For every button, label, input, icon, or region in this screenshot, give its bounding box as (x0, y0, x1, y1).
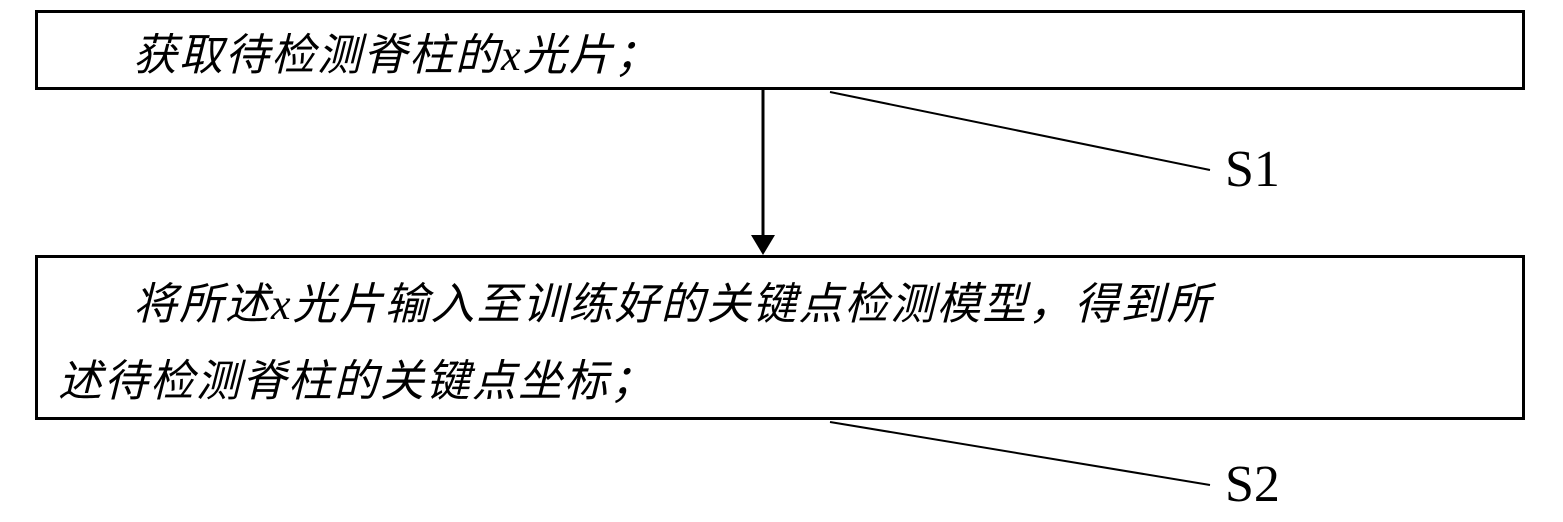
label-s1: S1 (1225, 140, 1280, 199)
step-text-s2-line2: 述待检测脊柱的关键点坐标； (38, 343, 1522, 420)
step-text-s2: 将所述x光片输入至训练好的关键点检测模型，得到所 述待检测脊柱的关键点坐标； (38, 266, 1522, 420)
arrow-s1-to-s2 (743, 90, 783, 255)
step-text-s2-line1: 将所述x光片输入至训练好的关键点检测模型，得到所 (38, 266, 1522, 343)
step-box-s2: 将所述x光片输入至训练好的关键点检测模型，得到所 述待检测脊柱的关键点坐标； (35, 255, 1525, 420)
label-s2: S2 (1225, 455, 1280, 514)
flowchart-container: 获取待检测脊柱的x光片； S1 将所述x光片输入至训练好的关键点检测模型，得到所… (0, 0, 1563, 522)
step-text-s1: 获取待检测脊柱的x光片； (38, 21, 1522, 91)
step-box-s1: 获取待检测脊柱的x光片； (35, 10, 1525, 90)
